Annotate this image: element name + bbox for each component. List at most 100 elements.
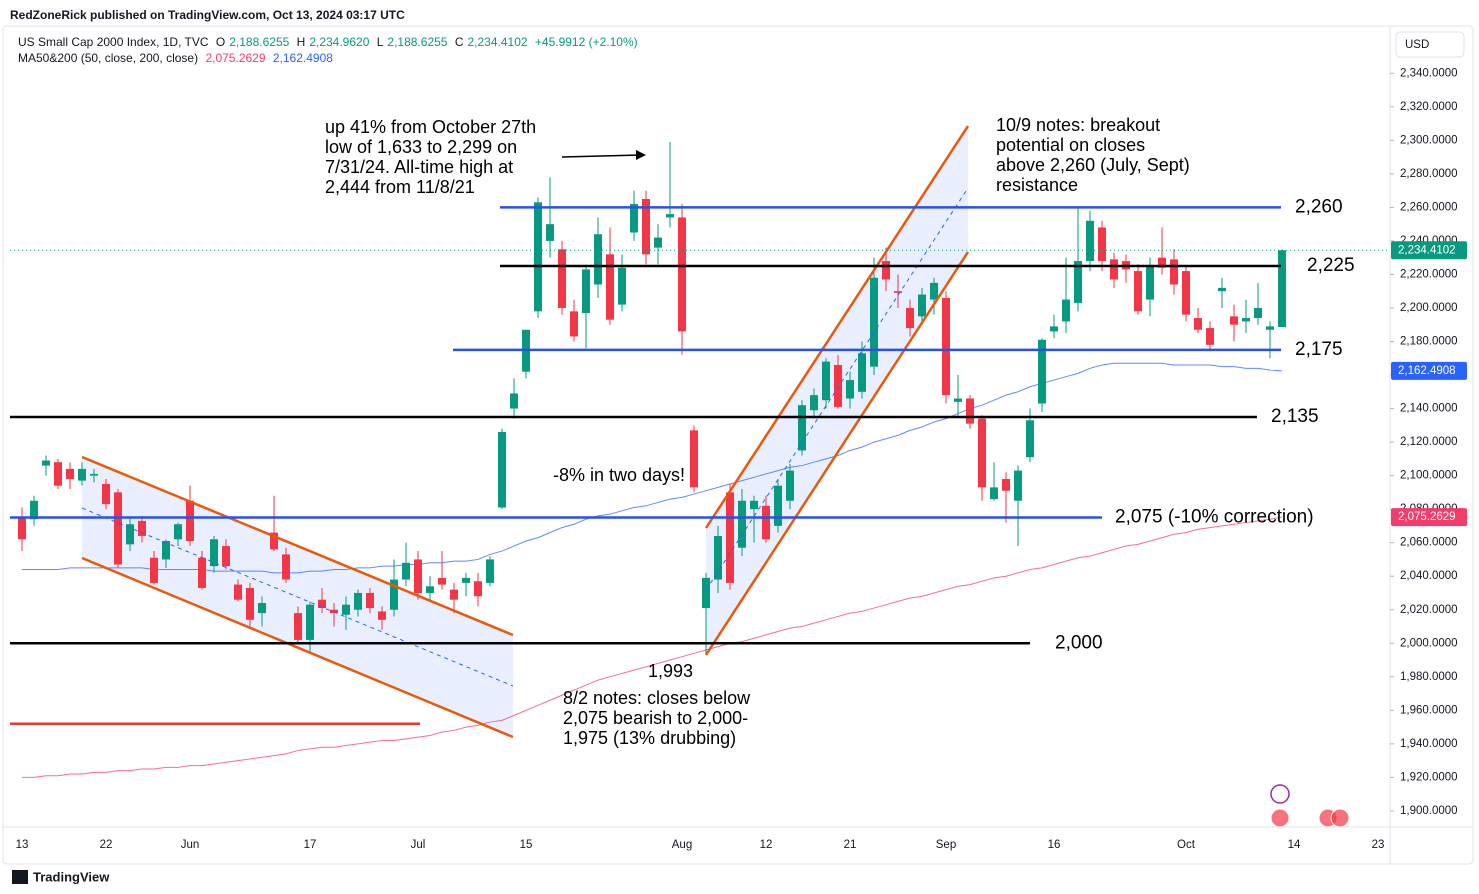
candle-body bbox=[570, 311, 578, 337]
drawings-over: 2,260 2,225 2,175 2,135 2,075 (-10% correcti… bbox=[10, 115, 1390, 748]
level-label: 2,225 bbox=[1307, 255, 1355, 276]
y-tick-label: 2,040.0000 bbox=[1400, 570, 1458, 582]
candle-body bbox=[234, 584, 242, 600]
candle-body bbox=[918, 294, 926, 317]
publisher: RedZoneRick published on TradingView.com… bbox=[10, 8, 405, 22]
candle-body bbox=[18, 517, 26, 540]
candle-body bbox=[690, 430, 698, 488]
price-tag-label: 2,075.2629 bbox=[1398, 511, 1456, 523]
candle-body bbox=[114, 492, 122, 565]
y-tick-label: 2,260.0000 bbox=[1400, 201, 1458, 213]
candle-body bbox=[486, 559, 494, 583]
candle-body bbox=[150, 557, 158, 583]
candle-body bbox=[498, 432, 506, 508]
candle-body bbox=[774, 485, 782, 526]
candle-body bbox=[594, 234, 602, 285]
x-tick-label: Jun bbox=[181, 839, 200, 851]
x-tick-label: Oct bbox=[1177, 839, 1196, 851]
event-icon[interactable] bbox=[1330, 808, 1350, 828]
level-label: 2,075 (-10% correction) bbox=[1115, 507, 1314, 528]
candle-body bbox=[1146, 266, 1154, 300]
candle-body bbox=[1050, 326, 1058, 332]
candle-body bbox=[606, 254, 614, 320]
candle-body bbox=[102, 484, 110, 505]
level-label: 2,000 bbox=[1055, 632, 1103, 653]
y-tick-label: 1,980.0000 bbox=[1400, 671, 1458, 683]
candle-body bbox=[798, 405, 806, 451]
y-tick-label: 1,920.0000 bbox=[1400, 771, 1458, 783]
drawings-under bbox=[82, 126, 968, 737]
candle-body bbox=[1098, 227, 1106, 262]
candle-body bbox=[318, 599, 326, 609]
price-tag-label: 2,162.4908 bbox=[1398, 365, 1456, 377]
candle-body bbox=[1086, 220, 1094, 262]
ohlc-value: 2,188.6255 bbox=[387, 35, 448, 49]
y-tick-label: 2,220.0000 bbox=[1400, 268, 1458, 280]
candle-body bbox=[1242, 318, 1250, 322]
candle-body bbox=[138, 520, 146, 536]
candle-body bbox=[354, 592, 362, 610]
footer-brand: TradingView bbox=[33, 869, 110, 884]
candle-body bbox=[1002, 478, 1010, 491]
channel-mid bbox=[81, 507, 514, 687]
candle-body bbox=[438, 577, 446, 585]
change: +45.9912 (+2.10%) bbox=[534, 35, 638, 49]
ohlc-value: 2,188.6255 bbox=[229, 35, 290, 49]
candle-body bbox=[702, 577, 710, 609]
y-tick-label: 2,120.0000 bbox=[1400, 436, 1458, 448]
candle-body bbox=[210, 539, 218, 567]
candle-body bbox=[426, 586, 434, 593]
candle-body bbox=[762, 505, 770, 540]
candle-body bbox=[582, 269, 590, 313]
candle-body bbox=[510, 393, 518, 409]
candle-body bbox=[390, 579, 398, 610]
moving-average bbox=[22, 362, 1283, 574]
candle-body bbox=[42, 460, 50, 466]
event-icon[interactable] bbox=[1270, 808, 1290, 828]
candle-body bbox=[66, 468, 74, 479]
candle-body bbox=[198, 557, 206, 588]
annotation: low of 1,633 to 2,299 on bbox=[325, 137, 517, 157]
candle-body bbox=[186, 500, 194, 541]
candle-body bbox=[738, 500, 746, 548]
candle-body bbox=[90, 473, 98, 476]
candle-body bbox=[414, 559, 422, 593]
y-tick-label: 1,940.0000 bbox=[1400, 738, 1458, 750]
candle-body bbox=[858, 353, 866, 392]
candle-body bbox=[930, 282, 938, 300]
candle-body bbox=[642, 199, 650, 255]
x-tick-label: Aug bbox=[672, 839, 692, 851]
candle-body bbox=[1158, 257, 1166, 268]
candle-body bbox=[1074, 261, 1082, 303]
candle-body bbox=[366, 592, 374, 609]
candle-body bbox=[378, 611, 386, 620]
x-tick-label: 23 bbox=[1372, 839, 1385, 851]
event-icon[interactable] bbox=[1270, 784, 1290, 804]
candle-body bbox=[1218, 287, 1226, 292]
indicator-value: 2,075.2629 bbox=[205, 51, 266, 65]
candle-body bbox=[306, 604, 314, 640]
candle-body bbox=[270, 532, 278, 550]
annotation: above 2,260 (July, Sept) bbox=[996, 155, 1190, 175]
candle-body bbox=[342, 604, 350, 615]
price-tag bbox=[1391, 508, 1467, 527]
candle-body bbox=[126, 524, 134, 545]
ohlc-key: H bbox=[296, 35, 306, 49]
ohlc-key: O bbox=[215, 35, 226, 49]
candle-body bbox=[1266, 326, 1274, 330]
annotation: 2,444 from 11/8/21 bbox=[325, 177, 475, 197]
candle-body bbox=[294, 613, 302, 640]
candle-body bbox=[1194, 318, 1202, 330]
candle-body bbox=[1026, 420, 1034, 458]
arrow bbox=[561, 154, 644, 158]
candle-body bbox=[786, 470, 794, 501]
ohlc-value: 2,234.4102 bbox=[467, 35, 528, 49]
currency-box[interactable] bbox=[1395, 31, 1465, 58]
x-tick-label: 14 bbox=[1288, 839, 1301, 851]
candle-body bbox=[1182, 271, 1190, 315]
candle-body bbox=[1110, 259, 1118, 280]
candle-body bbox=[282, 554, 290, 580]
ohlc-key: C bbox=[454, 35, 464, 49]
level-label: 2,135 bbox=[1271, 406, 1319, 427]
